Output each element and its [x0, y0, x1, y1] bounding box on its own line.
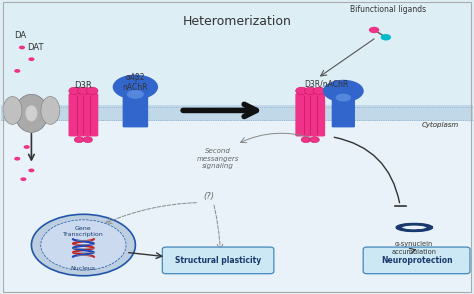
Text: Cytoplasm: Cytoplasm [422, 122, 459, 128]
Ellipse shape [310, 137, 319, 143]
FancyBboxPatch shape [295, 93, 325, 136]
Ellipse shape [86, 87, 98, 94]
Text: Bifunctional ligands: Bifunctional ligands [350, 5, 426, 14]
Text: Gene
Transcription: Gene Transcription [63, 226, 104, 237]
Ellipse shape [74, 137, 84, 143]
Text: Structural plasticity: Structural plasticity [175, 256, 261, 265]
Text: Second
messangers
signaling: Second messangers signaling [197, 148, 239, 169]
Text: D3R/nAChR: D3R/nAChR [305, 80, 349, 88]
FancyBboxPatch shape [0, 121, 474, 293]
Ellipse shape [336, 93, 351, 101]
Ellipse shape [41, 96, 60, 124]
Ellipse shape [31, 214, 136, 276]
Ellipse shape [296, 87, 308, 94]
Ellipse shape [15, 94, 48, 132]
Ellipse shape [301, 137, 310, 143]
Ellipse shape [323, 80, 364, 102]
FancyBboxPatch shape [332, 99, 355, 127]
Ellipse shape [3, 96, 22, 124]
Text: DA: DA [14, 31, 26, 40]
FancyBboxPatch shape [69, 93, 98, 136]
Ellipse shape [69, 87, 81, 94]
FancyBboxPatch shape [0, 105, 474, 121]
FancyBboxPatch shape [363, 247, 470, 274]
FancyBboxPatch shape [123, 96, 148, 127]
Text: Nucleus: Nucleus [71, 266, 96, 271]
Ellipse shape [14, 157, 20, 161]
Ellipse shape [28, 168, 35, 172]
Text: α-synuclein
accumulation: α-synuclein accumulation [392, 241, 437, 255]
Ellipse shape [26, 105, 37, 121]
Ellipse shape [19, 46, 25, 49]
FancyBboxPatch shape [162, 247, 274, 274]
Text: Cytoplasm: Cytoplasm [422, 122, 459, 128]
Ellipse shape [24, 145, 30, 149]
Ellipse shape [369, 27, 379, 33]
Ellipse shape [14, 69, 20, 73]
Ellipse shape [127, 90, 144, 99]
Text: DAT: DAT [27, 43, 44, 52]
Ellipse shape [28, 57, 35, 61]
Ellipse shape [20, 177, 27, 181]
Text: Neuroprotection: Neuroprotection [381, 256, 452, 265]
Ellipse shape [77, 87, 89, 94]
Text: (?): (?) [203, 192, 214, 201]
Text: Heteromerization: Heteromerization [182, 15, 292, 28]
Text: α4β2
nAChR: α4β2 nAChR [123, 73, 148, 92]
Ellipse shape [304, 87, 316, 94]
Text: D3R: D3R [74, 81, 92, 90]
Ellipse shape [381, 34, 391, 41]
Ellipse shape [113, 75, 158, 99]
Ellipse shape [313, 87, 325, 94]
Ellipse shape [41, 220, 126, 270]
Ellipse shape [83, 137, 92, 143]
